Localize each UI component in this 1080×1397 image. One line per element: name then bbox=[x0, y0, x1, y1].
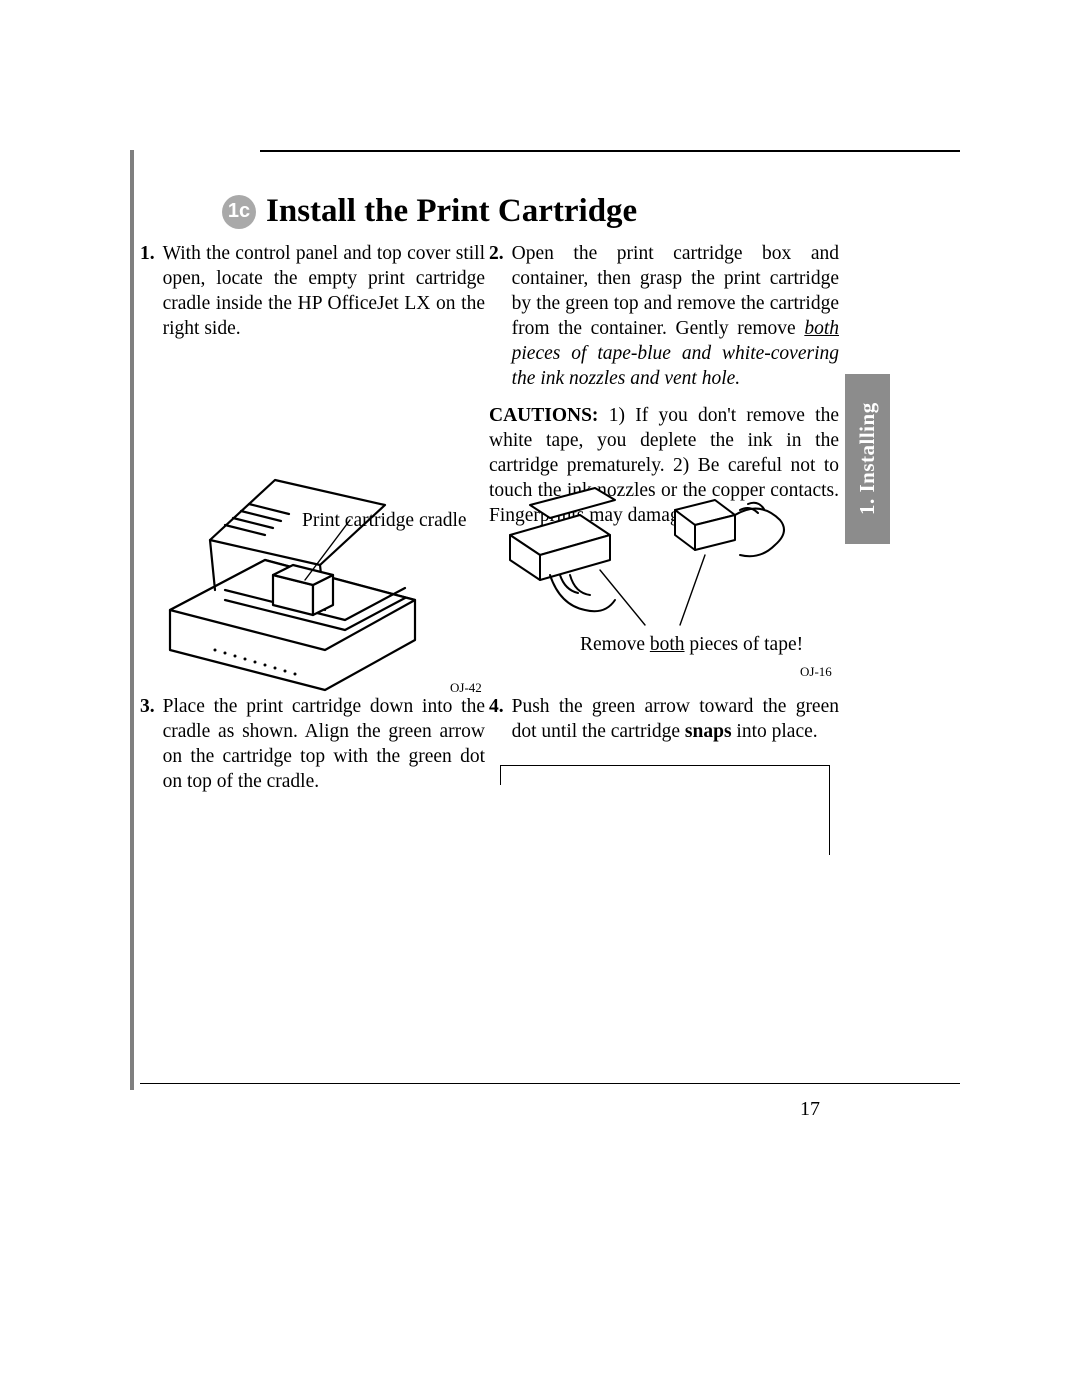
cautions-label: CAUTIONS: bbox=[489, 405, 598, 426]
step-text: Place the print cartridge down into the … bbox=[163, 695, 485, 795]
bottom-rule bbox=[140, 1083, 960, 1084]
figure-remove-tape bbox=[490, 480, 830, 650]
figure-1-label: Print cartridge cradle bbox=[302, 510, 467, 532]
section-heading: 1c Install the Print Cartridge bbox=[222, 193, 637, 230]
step-3: 3. Place the print cartridge down into t… bbox=[140, 695, 485, 795]
step-text: Push the green arrow toward the green do… bbox=[512, 695, 839, 745]
page-number: 17 bbox=[800, 1098, 820, 1121]
figure-2-label: Remove both pieces of tape! bbox=[580, 634, 803, 656]
figure-1-ref: OJ-42 bbox=[450, 680, 482, 696]
top-rule bbox=[260, 150, 960, 152]
figure-printer-cradle bbox=[155, 450, 455, 695]
step-number: 1. bbox=[140, 242, 155, 342]
printer-cradle-icon bbox=[155, 450, 455, 695]
step-text: Open the print cartridge box and contain… bbox=[512, 242, 839, 392]
step-number: 2. bbox=[489, 242, 504, 392]
step-number: 3. bbox=[140, 695, 155, 795]
cropped-frame-icon bbox=[500, 765, 830, 855]
figure-2-ref: OJ-16 bbox=[800, 664, 832, 680]
vertical-rule bbox=[130, 150, 134, 1090]
step-1: 1. With the control panel and top cover … bbox=[140, 242, 485, 342]
step-number: 4. bbox=[489, 695, 504, 745]
heading-title: Install the Print Cartridge bbox=[266, 193, 637, 230]
remove-tape-icon bbox=[490, 480, 830, 650]
heading-bullet-icon: 1c bbox=[222, 195, 256, 229]
step-text: With the control panel and top cover sti… bbox=[163, 242, 485, 342]
section-tab: 1. Installing bbox=[845, 374, 890, 544]
step-4: 4. Push the green arrow toward the green… bbox=[489, 695, 839, 745]
